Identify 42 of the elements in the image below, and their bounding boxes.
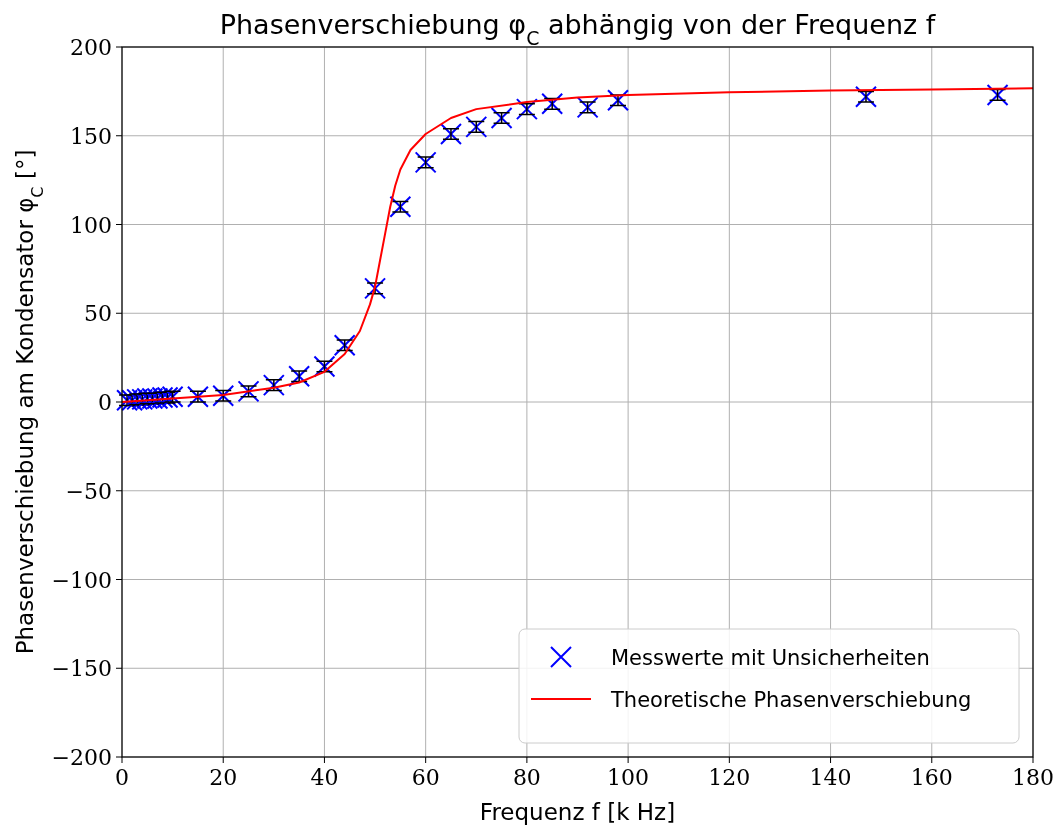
point	[364, 277, 387, 300]
y-tick-label: 150	[70, 123, 112, 149]
point	[212, 384, 235, 407]
chart-title: Phasenverschiebung φ$_{C}$ abhängig von der Frequenz f	[219, 9, 937, 49]
y-tick-label: −150	[51, 656, 112, 682]
y-tick-label: −50	[65, 478, 112, 504]
x-tick-label: 60	[411, 765, 440, 790]
point	[439, 122, 462, 145]
x-tick-label: 120	[708, 765, 751, 790]
x-tick-label: 140	[809, 765, 852, 790]
x-tick-label: 180	[1012, 765, 1054, 790]
x-tick-label: 40	[310, 765, 339, 790]
y-tick-label: 100	[70, 212, 112, 238]
point	[541, 92, 564, 115]
x-tick-label: 0	[115, 765, 129, 790]
y-tick-label: 200	[70, 35, 112, 60]
point	[515, 98, 538, 121]
point	[237, 380, 260, 403]
point	[854, 85, 877, 108]
point	[606, 89, 629, 112]
legend-label: Messwerte mit Unsicherheiten	[611, 646, 930, 670]
y-tick-label: 50	[84, 301, 112, 327]
x-tick-label: 80	[512, 765, 541, 790]
legend-label: Theoretische Phasenverschiebung	[610, 688, 972, 712]
x-tick-label: 100	[607, 765, 650, 790]
point	[288, 365, 311, 388]
point	[465, 115, 488, 138]
point	[186, 385, 209, 408]
x-tick-label: 160	[910, 765, 953, 790]
point	[986, 83, 1009, 106]
point	[313, 355, 336, 378]
x-axis-title: Frequenz f [k Hz]	[479, 799, 676, 825]
y-tick-label: −100	[51, 567, 112, 593]
point	[333, 334, 356, 357]
point	[389, 195, 412, 218]
point	[262, 374, 285, 397]
point	[576, 96, 599, 119]
x-tick-label: 20	[209, 765, 238, 790]
point	[414, 151, 437, 174]
y-tick-label: −200	[51, 745, 112, 770]
line-series	[121, 87, 1034, 403]
y-tick-label: 0	[98, 390, 112, 415]
